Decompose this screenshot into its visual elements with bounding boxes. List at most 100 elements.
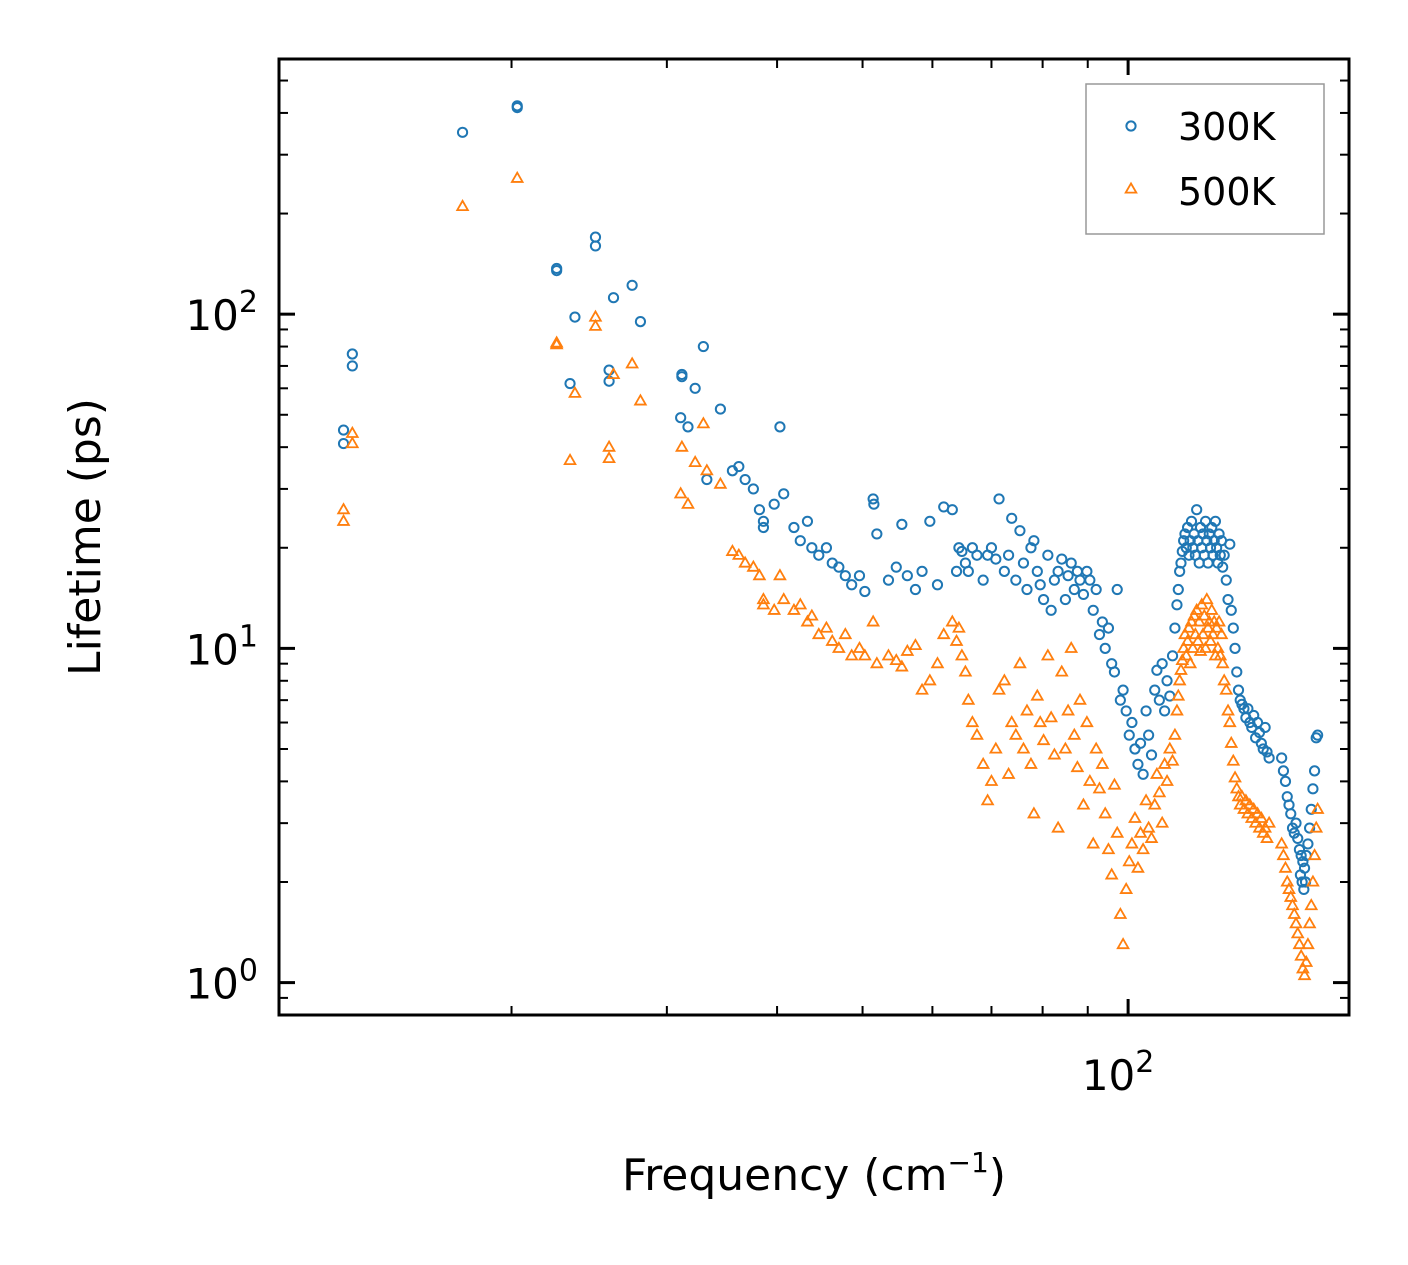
data-point-300k: [1074, 574, 1086, 586]
data-point-300k: [806, 542, 818, 554]
data-point-300k: [882, 574, 895, 586]
data-points: [336, 100, 1325, 981]
data-point-500k: [970, 727, 984, 740]
data-point-300k: [950, 565, 963, 577]
data-point-500k: [1290, 926, 1305, 939]
data-point-300k: [634, 316, 647, 328]
data-point-500k: [345, 436, 360, 449]
legend-label-500k: 500K: [1178, 170, 1277, 214]
data-point-500k: [1214, 627, 1229, 640]
data-point-500k: [1044, 710, 1059, 723]
data-point-500k: [1274, 836, 1289, 849]
data-point-300k: [768, 498, 780, 510]
data-point-300k: [1276, 752, 1288, 764]
data-point-500k: [965, 715, 980, 728]
data-point-500k: [1136, 842, 1151, 855]
data-point-500k: [1283, 889, 1298, 902]
data-point-300k: [1185, 515, 1198, 527]
data-point-500k: [1278, 860, 1293, 873]
data-point-300k: [1285, 808, 1297, 820]
data-point-300k: [1071, 565, 1083, 577]
data-point-500k: [1001, 766, 1016, 779]
data-point-500k: [776, 592, 791, 605]
data-point-300k: [589, 240, 602, 252]
data-point-300k: [859, 585, 871, 598]
tick-labels: 100 101 102 102: [185, 285, 1154, 1100]
data-point-500k: [1185, 640, 1200, 653]
data-point-500k: [1092, 781, 1107, 794]
data-point-300k: [1255, 737, 1267, 749]
data-point-500k: [602, 451, 616, 464]
data-point-300k: [846, 579, 858, 591]
data-point-300k: [998, 565, 1010, 577]
data-point-300k: [1156, 658, 1168, 670]
data-point-300k: [675, 412, 687, 424]
data-point-500k: [1310, 801, 1325, 814]
data-point-300k: [1006, 512, 1018, 524]
data-point-500k: [1122, 854, 1137, 867]
data-point-500k: [1082, 773, 1097, 786]
data-point-500k: [1040, 648, 1055, 661]
data-point-300k: [801, 515, 814, 527]
data-point-500k: [1162, 741, 1177, 754]
data-point-300k: [853, 570, 866, 582]
legend-box: [1085, 83, 1325, 235]
data-point-500k: [688, 455, 703, 467]
data-point-300k: [1261, 746, 1273, 758]
data-point-300k: [346, 360, 358, 372]
data-point-300k: [867, 493, 879, 505]
data-point-500k: [1104, 867, 1119, 880]
data-point-500k: [1201, 620, 1215, 633]
data-point-300k: [757, 515, 770, 527]
data-point-500k: [1193, 643, 1208, 656]
data-point-500k: [752, 568, 767, 581]
data-point-500k: [804, 608, 819, 621]
legend: 300K 500K: [1085, 83, 1325, 235]
data-point-500k: [1262, 815, 1276, 828]
data-point-300k: [1117, 684, 1129, 696]
data-point-500k: [1155, 815, 1170, 828]
data-point-300k: [607, 292, 620, 304]
data-point-300k: [1028, 535, 1040, 547]
data-point-500k: [1213, 648, 1228, 661]
data-point-300k: [456, 126, 469, 138]
data-point-500k: [1219, 682, 1234, 695]
y-tick-label: 101: [185, 619, 258, 674]
data-point-300k: [1293, 844, 1306, 856]
data-point-300k: [1259, 721, 1271, 734]
data-point-500k: [992, 682, 1006, 695]
data-point-500k: [1260, 831, 1274, 843]
data-point-500k: [1013, 656, 1027, 669]
data-point-500k: [1101, 842, 1116, 855]
data-point-500k: [1152, 785, 1167, 798]
data-point-500k: [1192, 614, 1207, 627]
data-point-300k: [1037, 593, 1050, 606]
data-point-300k: [701, 473, 713, 486]
data-point-500k: [1302, 916, 1317, 929]
data-point-300k: [839, 570, 851, 582]
data-point-500k: [1285, 898, 1300, 911]
data-point-500k: [1206, 627, 1220, 640]
data-point-300k: [1134, 737, 1147, 749]
data-point-500k: [1024, 756, 1038, 769]
data-point-500k: [1224, 735, 1239, 748]
data-point-500k: [1304, 898, 1319, 911]
data-point-500k: [1294, 948, 1309, 961]
data-point-500k: [1033, 715, 1048, 728]
data-point-500k: [1250, 806, 1265, 819]
data-point-500k: [894, 659, 909, 672]
data-point-500k: [1168, 727, 1182, 740]
data-point-300k: [993, 493, 1005, 505]
data-point-300k: [1017, 557, 1030, 569]
data-point-500k: [1301, 937, 1315, 950]
data-point-300k: [1056, 553, 1068, 565]
data-point-500k: [838, 627, 853, 640]
data-point-300k: [946, 504, 958, 516]
data-point-300k: [1294, 869, 1307, 881]
data-point-500k: [936, 627, 951, 640]
data-point-300k: [757, 521, 770, 534]
data-point-500k: [852, 640, 867, 653]
y-tick-label: 100: [185, 954, 258, 1009]
data-point-500k: [984, 773, 999, 786]
data-point-300k: [1231, 666, 1243, 678]
